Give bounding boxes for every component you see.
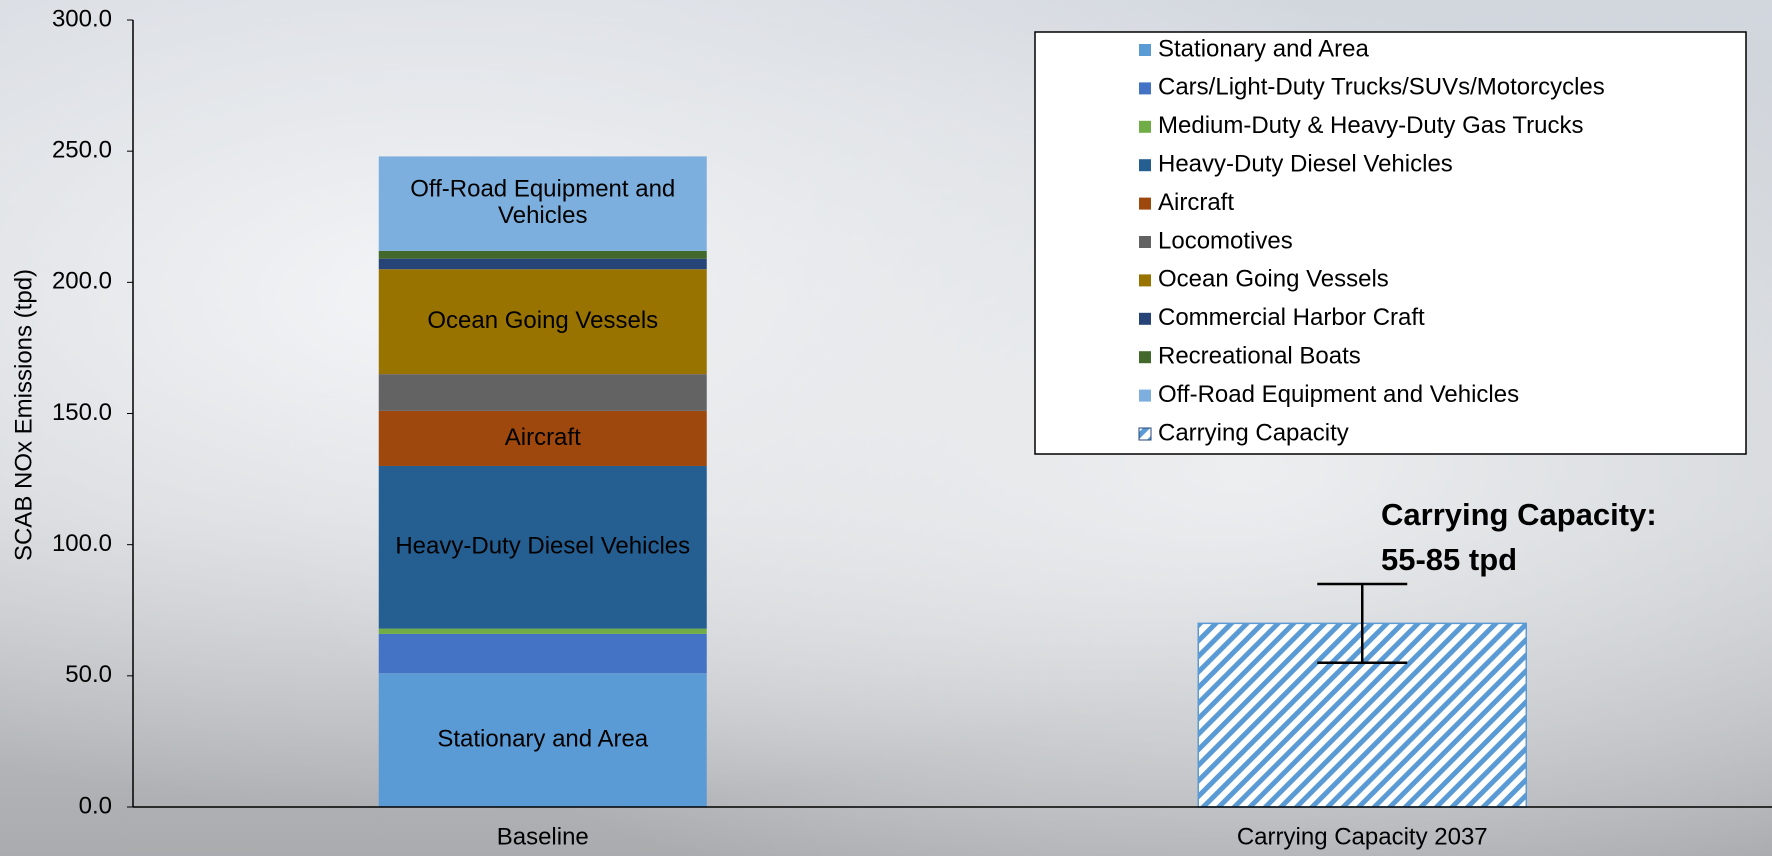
error-bar: [1317, 582, 1408, 664]
bar-segment: [378, 269, 707, 375]
bar-segment: [378, 673, 707, 807]
legend-swatch: [1139, 159, 1151, 172]
bar-segment: [378, 258, 707, 270]
legend-label: Aircraft: [1158, 189, 1234, 216]
y-tick-label: 250.0: [52, 137, 112, 164]
bar-segment: [378, 410, 707, 466]
legend-label: Stationary and Area: [1158, 35, 1369, 62]
x-tick-label: Baseline: [497, 823, 589, 850]
legend-swatch: [1139, 389, 1151, 402]
y-tick-label: 150.0: [52, 399, 112, 426]
segment-label: Heavy-Duty Diesel Vehicles: [395, 533, 690, 560]
legend-swatch: [1139, 44, 1151, 56]
legend-label: Locomotives: [1158, 227, 1293, 254]
legend-label: Cars/Light-Duty Trucks/SUVs/Motorcycles: [1158, 74, 1605, 101]
legend-label: Heavy-Duty Diesel Vehicles: [1158, 151, 1453, 178]
legend-label: Ocean Going Vessels: [1158, 266, 1389, 293]
legend-swatch: [1138, 427, 1152, 441]
bar-segment: [378, 633, 707, 674]
legend-swatch: [1139, 120, 1151, 133]
segment-label: Ocean Going Vessels: [427, 307, 658, 334]
legend-label: Commercial Harbor Craft: [1158, 304, 1425, 331]
y-tick-label: 50.0: [65, 661, 112, 688]
bar-segment: [378, 628, 707, 634]
legend-swatch: [1139, 274, 1151, 287]
bar-segment: [378, 156, 707, 251]
legend-label: Carrying Capacity: [1158, 419, 1349, 446]
legend-label: Recreational Boats: [1158, 343, 1361, 370]
bar-segment: [378, 374, 707, 411]
legend-swatch: [1139, 82, 1151, 95]
annotation: 55-85 tpd: [1381, 542, 1517, 577]
legend-swatch: [1139, 236, 1151, 248]
y-axis-title: SCAB NOx Emissions (tpd): [10, 269, 37, 561]
x-tick-label: Carrying Capacity 2037: [1237, 823, 1488, 850]
legend-swatch: [1139, 312, 1151, 325]
bar-segment: [378, 465, 707, 629]
segment-label: Aircraft: [505, 424, 581, 451]
y-tick-label: 100.0: [52, 530, 112, 557]
bar-segment: [378, 250, 707, 259]
legend-label: Medium-Duty & Heavy-Duty Gas Trucks: [1158, 112, 1583, 139]
segment-label: Stationary and Area: [437, 725, 648, 752]
segment-label: Off-Road Equipment and Vehicles: [410, 176, 675, 229]
legend-swatch: [1139, 351, 1151, 364]
legend-box: [1034, 31, 1747, 455]
y-tick-label: 200.0: [52, 268, 112, 295]
y-tick-label: 300.0: [52, 5, 112, 32]
legend-swatch: [1139, 197, 1151, 210]
annotation: Carrying Capacity:: [1381, 497, 1657, 532]
y-tick-label: 0.0: [79, 792, 112, 819]
legend-label: Off-Road Equipment and Vehicles: [1158, 381, 1519, 408]
